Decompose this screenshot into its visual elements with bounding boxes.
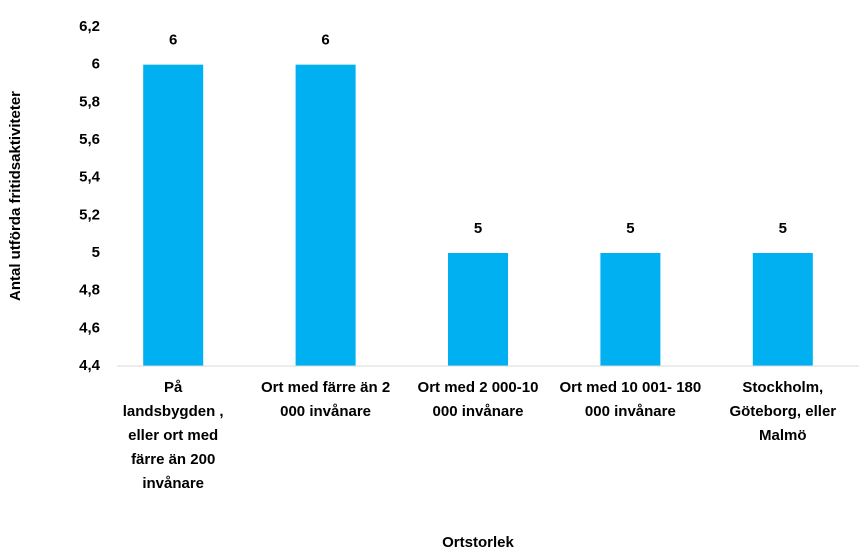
data-label: 5 — [779, 220, 787, 237]
bar — [448, 253, 508, 366]
x-tick-label-box: Ort med 10 001- 180 000 invånare — [559, 379, 702, 420]
y-tick-label: 4,4 — [79, 357, 101, 374]
y-axis-title: Antal utförda fritidsaktiviteter — [7, 91, 24, 301]
x-tick-label-box: Ort med 2 000-10 000 invånare — [417, 379, 539, 420]
y-tick-label: 6,2 — [79, 18, 100, 35]
x-axis-title: Ortstorlek — [442, 534, 514, 551]
x-tick-label-box: På landsbygden , eller ort med färre än … — [122, 379, 224, 492]
data-label: 6 — [321, 32, 329, 49]
data-label: 5 — [626, 220, 634, 237]
bar — [600, 253, 661, 366]
y-tick-label: 5,6 — [79, 131, 100, 148]
x-tick-label: Ort med färre än 2 000 invånare — [260, 379, 391, 420]
y-tick-label: 4,6 — [79, 319, 100, 336]
data-label: 5 — [474, 220, 482, 237]
y-tick-label: 5,2 — [79, 206, 100, 223]
x-tick-label: Ort med 10 001- 180 000 invånare — [559, 379, 702, 420]
x-tick-label: På landsbygden , eller ort med färre än … — [122, 379, 224, 492]
y-tick-label: 4,8 — [79, 282, 100, 299]
x-tick-label-box: Ort med färre än 2 000 invånare — [260, 379, 391, 420]
x-tick-label: Ort med 2 000-10 000 invånare — [417, 379, 539, 420]
y-tick-label: 6 — [92, 56, 100, 73]
y-tick-label: 5 — [92, 244, 100, 261]
bar — [295, 64, 356, 367]
x-tick-label-box: Stockholm, Göteborg, eller Malmö — [729, 379, 837, 444]
bar — [143, 64, 204, 367]
y-tick-label: 5,8 — [79, 93, 100, 110]
bar — [752, 253, 813, 366]
x-tick-label: Stockholm, Göteborg, eller Malmö — [729, 379, 837, 444]
data-label: 6 — [169, 32, 177, 49]
y-tick-label: 5,4 — [79, 169, 101, 186]
